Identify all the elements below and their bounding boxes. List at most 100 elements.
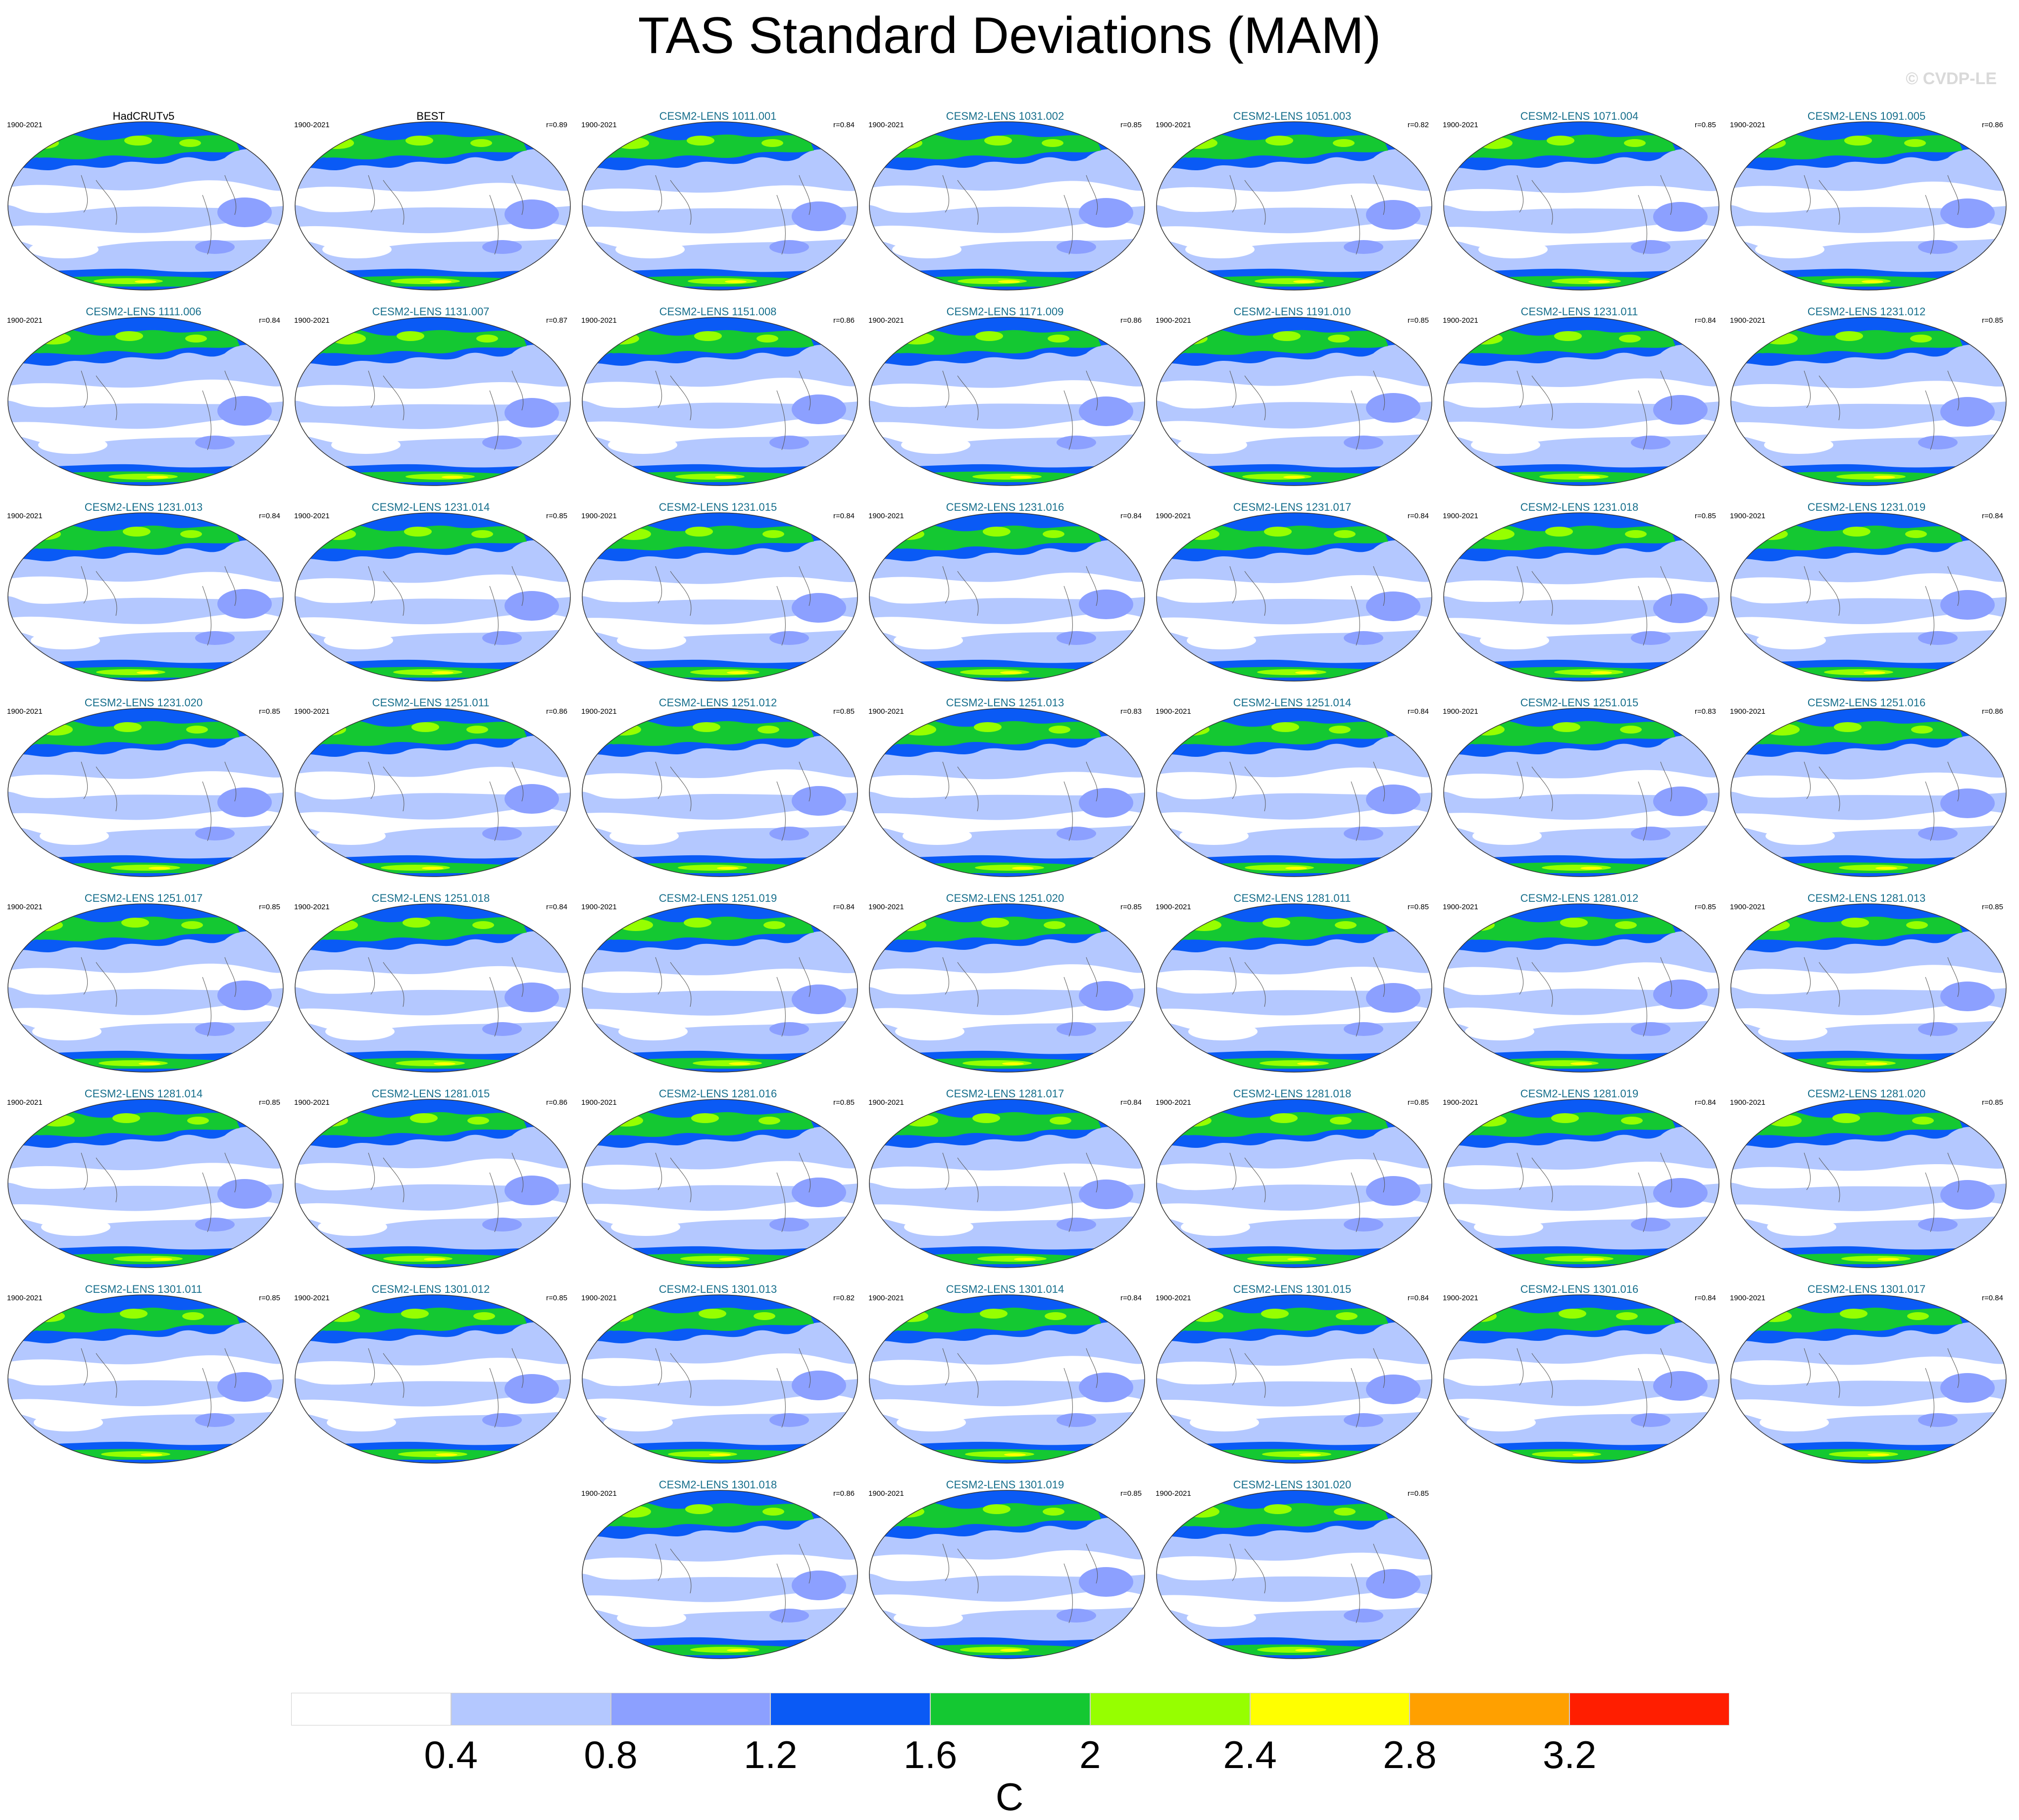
- world-map: [1156, 1294, 1432, 1464]
- panel-period: 1900-2021: [294, 121, 330, 129]
- panel-period: 1900-2021: [7, 512, 43, 520]
- world-map: [7, 121, 284, 291]
- panel-dataset-name: CESM2-LENS 1231.019: [1807, 501, 1926, 513]
- map-panel: CESM2-LENS 1171.009 1900-2021 r=0.86: [861, 305, 1149, 496]
- colorbar-swatch: [610, 1693, 771, 1725]
- colorbar-tick-label: 1.6: [903, 1733, 958, 1776]
- panel-dataset-name: CESM2-LENS 1071.004: [1520, 110, 1639, 122]
- panel-pattern-correlation: r=0.84: [833, 121, 855, 129]
- panel-period: 1900-2021: [1443, 903, 1478, 911]
- colorbar-tick-label: 2.8: [1383, 1733, 1437, 1776]
- panel-dataset-name: BEST: [416, 110, 445, 122]
- panel-pattern-correlation: r=0.83: [1695, 707, 1716, 716]
- map-panel: CESM2-LENS 1191.010 1900-2021 r=0.85: [1149, 305, 1436, 496]
- panel-pattern-correlation: r=0.84: [546, 903, 567, 911]
- map-panel: CESM2-LENS 1251.020 1900-2021 r=0.85: [861, 892, 1149, 1082]
- panel-pattern-correlation: r=0.86: [546, 1098, 567, 1107]
- panel-period: 1900-2021: [1443, 1294, 1478, 1302]
- map-panel: CESM2-LENS 1251.016 1900-2021 r=0.86: [1723, 696, 2010, 887]
- world-map: [7, 512, 284, 682]
- colorbar-swatch: [1410, 1693, 1570, 1725]
- panel-pattern-correlation: r=0.89: [546, 121, 567, 129]
- world-map: [1156, 1490, 1432, 1659]
- panel-dataset-name: CESM2-LENS 1281.017: [946, 1087, 1064, 1100]
- map-panel: CESM2-LENS 1301.018 1900-2021 r=0.86: [574, 1478, 861, 1669]
- panel-dataset-name: CESM2-LENS 1231.011: [1520, 305, 1638, 318]
- panel-dataset-name: CESM2-LENS 1231.018: [1520, 501, 1639, 513]
- panel-pattern-correlation: r=0.85: [259, 903, 280, 911]
- map-panel: CESM2-LENS 1281.018 1900-2021 r=0.85: [1149, 1087, 1436, 1278]
- panel-period: 1900-2021: [294, 707, 330, 716]
- world-map: [1730, 708, 2007, 877]
- panel-period: 1900-2021: [581, 707, 617, 716]
- panel-period: 1900-2021: [868, 903, 904, 911]
- panel-pattern-correlation: r=0.85: [259, 707, 280, 716]
- world-map: [1443, 1099, 1719, 1268]
- panel-pattern-correlation: r=0.85: [833, 707, 855, 716]
- panel-dataset-name: CESM2-LENS 1301.019: [946, 1478, 1064, 1491]
- colorbar-swatch: [291, 1693, 451, 1725]
- panel-period: 1900-2021: [1443, 121, 1478, 129]
- world-map: [1730, 121, 2007, 291]
- colorbar-tick-label: 0.8: [584, 1733, 638, 1776]
- panel-period: 1900-2021: [7, 316, 43, 325]
- world-map: [1156, 708, 1432, 877]
- map-panel: CESM2-LENS 1281.020 1900-2021 r=0.85: [1723, 1087, 2010, 1278]
- panel-dataset-name: CESM2-LENS 1151.008: [659, 305, 777, 318]
- panel-pattern-correlation: r=0.87: [546, 316, 567, 325]
- panel-dataset-name: CESM2-LENS 1251.020: [946, 892, 1064, 904]
- panel-period: 1900-2021: [868, 1294, 904, 1302]
- world-map: [1156, 512, 1432, 682]
- colorbar-tick-label: 1.2: [744, 1733, 798, 1776]
- watermark: © CVDP-LE: [1906, 69, 1997, 88]
- colorbar-tick-label: 3.2: [1543, 1733, 1597, 1776]
- world-map: [1156, 1099, 1432, 1268]
- world-map: [869, 121, 1145, 291]
- panel-period: 1900-2021: [7, 121, 43, 129]
- panel-pattern-correlation: r=0.84: [1120, 512, 1142, 520]
- map-panel: CESM2-LENS 1301.011 1900-2021 r=0.85: [0, 1283, 287, 1474]
- panel-pattern-correlation: r=0.85: [1408, 903, 1429, 911]
- world-map: [1730, 1294, 2007, 1464]
- world-map: [7, 1099, 284, 1268]
- panel-period: 1900-2021: [581, 316, 617, 325]
- panel-dataset-name: CESM2-LENS 1301.018: [658, 1478, 777, 1491]
- panel-period: 1900-2021: [7, 1098, 43, 1107]
- panel-dataset-name: CESM2-LENS 1281.015: [371, 1087, 490, 1100]
- panel-dataset-name: CESM2-LENS 1251.011: [372, 696, 490, 709]
- map-panel: CESM2-LENS 1111.006 1900-2021 r=0.84: [0, 305, 287, 496]
- panel-dataset-name: CESM2-LENS 1231.017: [1233, 501, 1352, 513]
- panel-period: 1900-2021: [1156, 1098, 1191, 1107]
- panel-dataset-name: CESM2-LENS 1111.006: [86, 305, 202, 318]
- map-panel: CESM2-LENS 1251.017 1900-2021 r=0.85: [0, 892, 287, 1082]
- colorbar-tick-label: 0.4: [424, 1733, 478, 1776]
- panel-pattern-correlation: r=0.84: [1120, 1098, 1142, 1107]
- map-panel: CESM2-LENS 1051.003 1900-2021 r=0.82: [1149, 110, 1436, 300]
- panel-pattern-correlation: r=0.84: [1982, 1294, 2003, 1302]
- panel-pattern-correlation: r=0.84: [1695, 316, 1716, 325]
- panel-pattern-correlation: r=0.84: [1695, 1098, 1716, 1107]
- map-panel: CESM2-LENS 1301.012 1900-2021 r=0.85: [287, 1283, 574, 1474]
- colorbar-swatch: [1090, 1693, 1250, 1725]
- map-panel: CESM2-LENS 1231.020 1900-2021 r=0.85: [0, 696, 287, 887]
- map-panel: CESM2-LENS 1281.014 1900-2021 r=0.85: [0, 1087, 287, 1278]
- world-map: [295, 708, 571, 877]
- panel-period: 1900-2021: [581, 1489, 617, 1498]
- panel-pattern-correlation: r=0.85: [1982, 903, 2003, 911]
- panel-period: 1900-2021: [581, 121, 617, 129]
- panel-period: 1900-2021: [581, 903, 617, 911]
- world-map: [7, 903, 284, 1073]
- map-panel: CESM2-LENS 1281.017 1900-2021 r=0.84: [861, 1087, 1149, 1278]
- map-panel: CESM2-LENS 1091.005 1900-2021 r=0.86: [1723, 110, 2010, 300]
- panel-pattern-correlation: r=0.85: [1408, 1098, 1429, 1107]
- panel-dataset-name: CESM2-LENS 1281.020: [1807, 1087, 1926, 1100]
- panel-pattern-correlation: r=0.86: [833, 316, 855, 325]
- panel-pattern-correlation: r=0.85: [1695, 903, 1716, 911]
- map-panel: CESM2-LENS 1301.019 1900-2021 r=0.85: [861, 1478, 1149, 1669]
- panel-pattern-correlation: r=0.86: [546, 707, 567, 716]
- panel-dataset-name: CESM2-LENS 1031.002: [946, 110, 1064, 122]
- world-map: [869, 1294, 1145, 1464]
- panel-period: 1900-2021: [1156, 316, 1191, 325]
- world-map: [869, 512, 1145, 682]
- map-panel: CESM2-LENS 1251.014 1900-2021 r=0.84: [1149, 696, 1436, 887]
